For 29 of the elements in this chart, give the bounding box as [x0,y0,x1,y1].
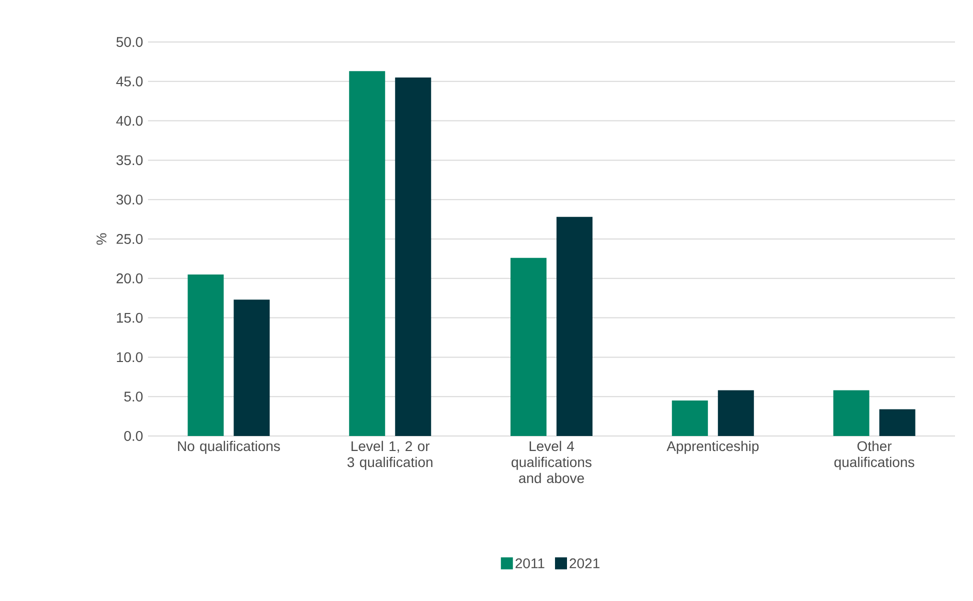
bar [672,400,708,436]
bar [718,390,754,436]
bar [879,409,916,436]
y-tick-label: 40.0 [116,116,143,126]
y-tick-label: 25.0 [116,234,143,244]
y-tick-label: 30.0 [116,194,143,205]
legend-label: 2021 [570,558,600,568]
y-tick-label: 20.0 [116,273,143,284]
bar [833,390,870,436]
bar [234,300,270,436]
x-tick-label: No qualifications [178,440,280,454]
bar [349,71,386,436]
y-tick-label: 0.0 [124,431,143,441]
x-tick-label: Level 1, 2 or 3 qualification [347,440,432,470]
bar [510,258,547,436]
y-tick-label: 5.0 [124,392,143,402]
y-tick-label: 50.0 [116,37,143,47]
x-tick-label: Level 4 qualifications and above [512,440,592,484]
y-tick-label: 10.0 [116,352,143,362]
y-tick-label: 35.0 [116,155,143,166]
bar [395,77,432,436]
y-tick-label: 15.0 [116,312,143,323]
y-axis-title: % [96,233,106,245]
bar [188,274,224,436]
y-tick-label: 45.0 [116,76,143,86]
bar [556,216,593,436]
x-tick-label: Apprenticeship [666,440,759,454]
legend-label: 2011 [516,558,544,568]
x-tick-label: Other qualifications [834,440,914,470]
